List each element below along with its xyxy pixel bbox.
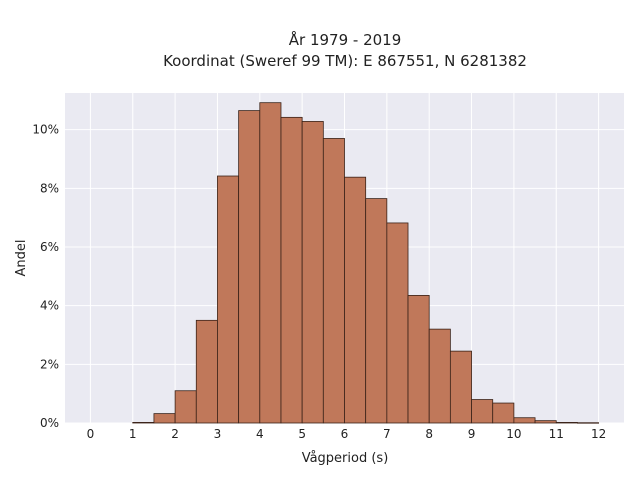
histogram-bar: [513, 417, 536, 424]
x-tick-label: 8: [425, 427, 433, 441]
histogram-bar: [555, 422, 578, 424]
x-tick-label: 1: [129, 427, 137, 441]
chart-subtitle: Koordinat (Sweref 99 TM): E 867551, N 62…: [163, 52, 527, 70]
histogram-bar: [428, 328, 451, 424]
histogram-bar: [238, 110, 261, 424]
y-tick-label: 0%: [40, 416, 59, 430]
histogram-bar: [386, 222, 409, 424]
x-axis-ticks: 0 1 2 3 4 5 6 7 8 9 10 11 12: [87, 427, 607, 441]
histogram-bar: [259, 102, 282, 424]
histogram-bar: [301, 121, 324, 424]
histogram-bar: [407, 294, 430, 424]
x-axis-label: Vågperiod (s): [302, 451, 389, 466]
histogram-bar: [492, 402, 515, 424]
x-tick-label: 9: [468, 427, 476, 441]
histogram-bar: [471, 399, 494, 424]
y-axis-ticks: 0% 2% 4% 6% 8% 10%: [32, 123, 59, 430]
histogram-bar: [280, 116, 303, 424]
y-tick-label: 10%: [32, 123, 59, 137]
histogram-bar: [153, 413, 176, 424]
histogram-bar: [449, 350, 472, 424]
x-tick-label: 12: [591, 427, 606, 441]
x-tick-label: 5: [298, 427, 306, 441]
histogram-bar: [534, 420, 557, 424]
chart-title: År 1979 - 2019: [289, 30, 402, 49]
x-tick-label: 10: [506, 427, 521, 441]
histogram-bar: [577, 422, 599, 424]
histogram-bar: [132, 422, 155, 424]
histogram-bar: [365, 198, 388, 424]
histogram-bar: [344, 176, 367, 424]
x-tick-label: 3: [214, 427, 222, 441]
x-tick-label: 6: [341, 427, 349, 441]
histogram-bar: [217, 175, 240, 424]
x-tick-label: 11: [549, 427, 564, 441]
histogram-bar: [195, 319, 218, 424]
y-tick-label: 8%: [40, 181, 59, 195]
y-tick-label: 4%: [40, 299, 59, 313]
y-tick-label: 2%: [40, 357, 59, 371]
x-tick-label: 0: [87, 427, 95, 441]
x-tick-label: 7: [383, 427, 391, 441]
y-tick-label: 6%: [40, 240, 59, 254]
bars: [132, 102, 599, 424]
x-tick-label: 2: [171, 427, 179, 441]
histogram-bar: [174, 390, 197, 424]
x-tick-label: 4: [256, 427, 264, 441]
histogram-bar: [322, 138, 345, 424]
y-axis-label: Andel: [14, 240, 29, 277]
